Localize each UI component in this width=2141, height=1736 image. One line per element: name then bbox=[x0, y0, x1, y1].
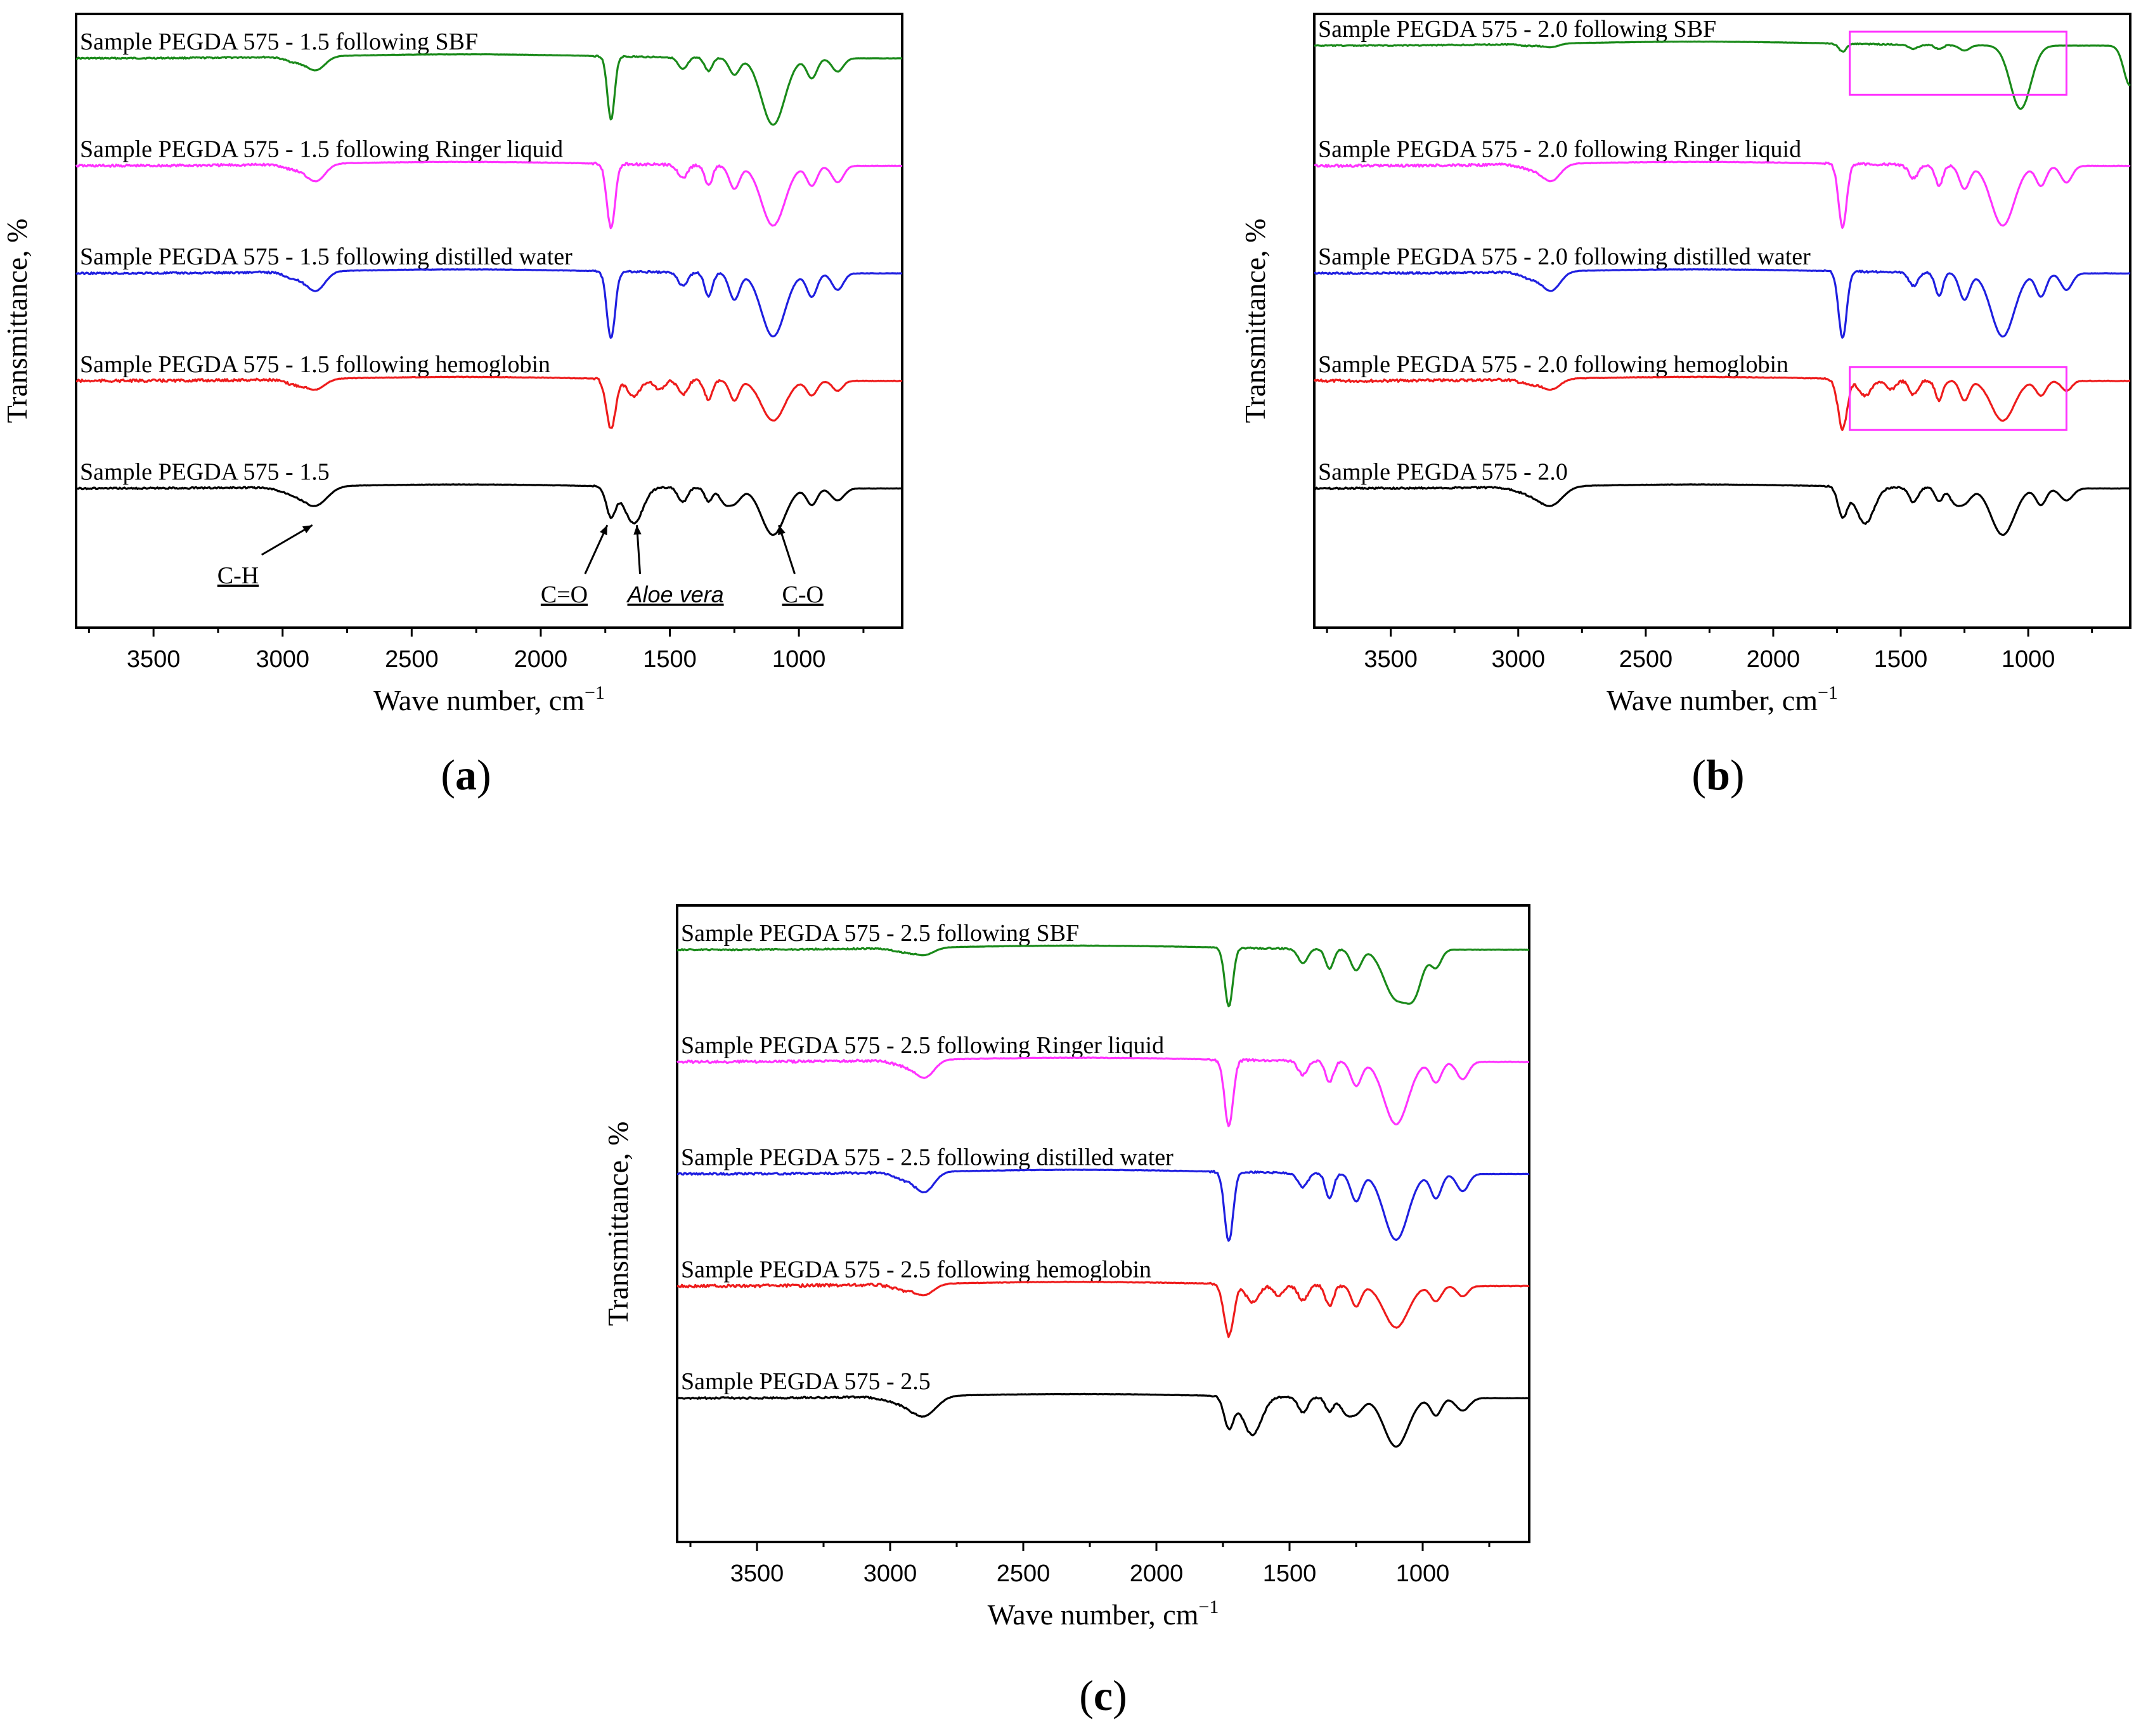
series-line bbox=[676, 1169, 1530, 1242]
series-line bbox=[1314, 268, 2131, 339]
highlight-box bbox=[1849, 366, 2067, 431]
annotation-arrow bbox=[261, 524, 313, 556]
x-tick-label: 1000 bbox=[772, 646, 826, 673]
x-tick-label: 3500 bbox=[1364, 646, 1418, 673]
series-label: Sample PEGDA 575 - 2.5 following SBF bbox=[681, 920, 1079, 947]
x-tick-label: 2000 bbox=[1747, 646, 1801, 673]
plot-frame bbox=[75, 13, 903, 629]
panel-label: (a) bbox=[441, 751, 491, 799]
panel-b: 3500 3000 2500 2000 1500 1000 Wave number, cm−… bbox=[1239, 13, 2131, 799]
series-line bbox=[676, 1280, 1530, 1338]
x-axis-label-sup: −1 bbox=[585, 682, 605, 703]
series-label: Sample PEGDA 575 - 2.5 bbox=[681, 1368, 931, 1395]
y-axis-label: Transmittance, % bbox=[1239, 219, 1271, 424]
highlight-box bbox=[1849, 30, 2067, 96]
x-tick-label: 1000 bbox=[2002, 646, 2055, 673]
series-label: Sample PEGDA 575 - 1.5 following hemoglo… bbox=[80, 351, 550, 378]
series-line bbox=[676, 944, 1530, 1007]
series-line bbox=[1314, 483, 2131, 536]
x-tick-label: 1500 bbox=[1874, 646, 1928, 673]
y-axis-label: Transmittance, % bbox=[602, 1122, 634, 1326]
series-label: Sample PEGDA 575 - 2.0 following Ringer … bbox=[1318, 136, 1801, 163]
panel-c: 3500 3000 2500 2000 1500 1000 Wave number, cm−… bbox=[602, 904, 1530, 1720]
x-tick-label: 3500 bbox=[730, 1560, 784, 1587]
x-axis-label: Wave number, cm−1 bbox=[373, 682, 605, 716]
series-label: Sample PEGDA 575 - 2.0 following distill… bbox=[1318, 243, 1811, 270]
x-tick-label: 2000 bbox=[1130, 1560, 1184, 1587]
series-line bbox=[1313, 375, 2130, 431]
panel-label-close: ) bbox=[1113, 1671, 1127, 1720]
series-line bbox=[1314, 40, 2131, 110]
arrow-head bbox=[778, 525, 786, 536]
arrow-head bbox=[600, 525, 607, 536]
x-tick-label: 3000 bbox=[255, 646, 309, 673]
x-tick-label: 2000 bbox=[514, 646, 568, 673]
series-label: Sample PEGDA 575 - 1.5 following Ringer … bbox=[80, 136, 563, 163]
x-tick-label: 2500 bbox=[1619, 646, 1673, 673]
peak-annotation: C-O bbox=[782, 581, 823, 608]
x-tick-label: 1500 bbox=[1263, 1560, 1317, 1587]
y-axis-label: Transmittance, % bbox=[1, 219, 33, 424]
panel-label: (c) bbox=[1079, 1671, 1127, 1720]
x-axis-label-sup: −1 bbox=[1199, 1597, 1219, 1617]
panel-label-open: ( bbox=[1691, 751, 1706, 799]
peak-annotation: Aloe vera bbox=[626, 581, 724, 607]
series-line bbox=[676, 1056, 1529, 1127]
panel-label-letter: b bbox=[1706, 751, 1730, 799]
x-axis-label-sup: −1 bbox=[1818, 682, 1838, 703]
peak-annotation: C-H bbox=[217, 562, 259, 589]
series-label: Sample PEGDA 575 - 2.0 bbox=[1318, 458, 1568, 485]
arrow-head bbox=[633, 525, 642, 535]
series-label: Sample PEGDA 575 - 1.5 following SBF bbox=[80, 29, 478, 55]
x-tick-label: 3500 bbox=[127, 646, 181, 673]
series-label: Sample PEGDA 575 - 2.5 following distill… bbox=[681, 1144, 1174, 1171]
x-tick-label: 3000 bbox=[864, 1560, 917, 1587]
series-label: Sample PEGDA 575 - 2.5 following Ringer … bbox=[681, 1032, 1164, 1059]
series-line bbox=[75, 268, 903, 339]
panel-label-letter: c bbox=[1094, 1671, 1113, 1720]
x-tick-label: 3000 bbox=[1491, 646, 1545, 673]
series-label: Sample PEGDA 575 - 1.5 following distill… bbox=[80, 243, 572, 270]
series-line bbox=[75, 375, 903, 429]
arrow-head bbox=[302, 525, 313, 534]
panel-label-open: ( bbox=[441, 751, 455, 799]
series-line bbox=[1314, 160, 2131, 229]
panel-a: 3500 3000 2500 2000 1500 1000 Wave number, cm−… bbox=[1, 13, 903, 799]
series-label: Sample PEGDA 575 - 2.5 following hemoglo… bbox=[681, 1256, 1151, 1283]
x-tick-label: 2500 bbox=[385, 646, 439, 673]
series-line bbox=[75, 483, 903, 536]
series-label: Sample PEGDA 575 - 2.0 following SBF bbox=[1318, 16, 1716, 42]
panel-label-open: ( bbox=[1079, 1671, 1094, 1720]
series-line bbox=[676, 1392, 1530, 1448]
plot-frame bbox=[1313, 13, 2131, 629]
x-tick-label: 1000 bbox=[1396, 1560, 1450, 1587]
panel-label: (b) bbox=[1691, 751, 1744, 799]
series-line bbox=[75, 53, 902, 126]
x-tick-label: 2500 bbox=[997, 1560, 1051, 1587]
peak-annotation: C=O bbox=[541, 581, 588, 608]
x-axis-label: Wave number, cm−1 bbox=[1607, 682, 1838, 716]
series-line bbox=[75, 160, 903, 230]
panel-label-letter: a bbox=[455, 751, 477, 799]
series-label: Sample PEGDA 575 - 2.0 following hemoglo… bbox=[1318, 351, 1788, 378]
series-label: Sample PEGDA 575 - 1.5 bbox=[80, 458, 330, 485]
panel-label-close: ) bbox=[1730, 751, 1745, 799]
plot-frame bbox=[676, 904, 1530, 1543]
x-tick-label: 1500 bbox=[643, 646, 697, 673]
x-axis-label: Wave number, cm−1 bbox=[988, 1597, 1219, 1631]
panel-label-close: ) bbox=[477, 751, 491, 799]
